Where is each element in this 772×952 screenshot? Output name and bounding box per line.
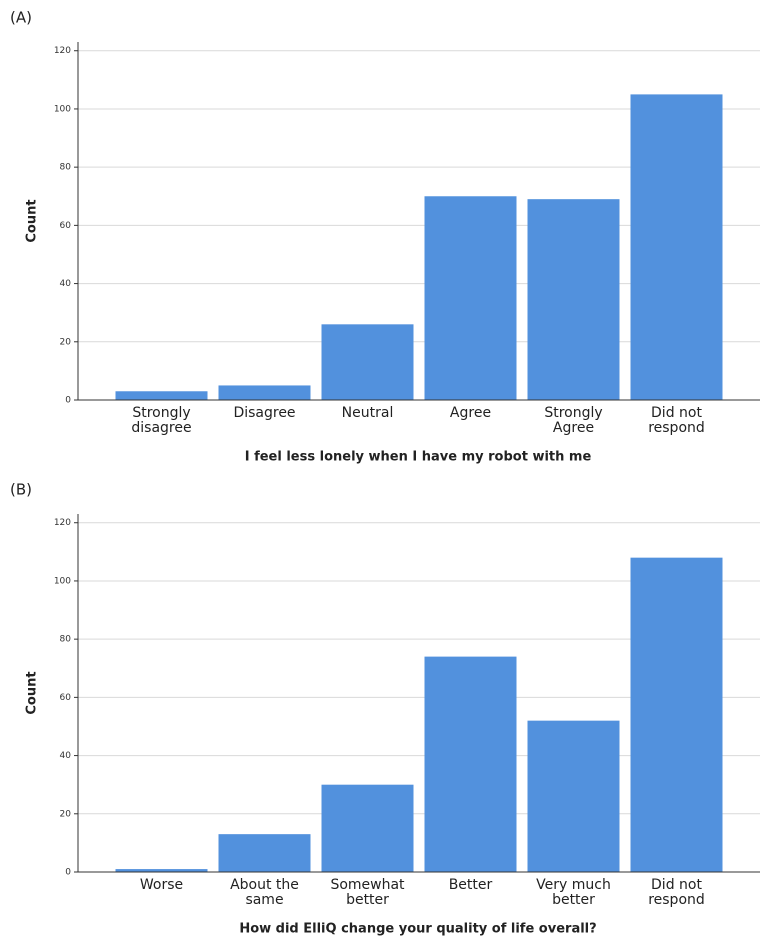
y-axis-title: Count (25, 671, 40, 714)
y-axis-title: Count (25, 199, 40, 242)
x-axis-title: I feel less lonely when I have my robot … (245, 450, 592, 465)
y-tick-label: 100 (54, 104, 71, 114)
y-tick-label: 120 (54, 518, 71, 528)
bar (321, 784, 414, 872)
x-tick-label: Disagree (233, 405, 295, 421)
x-tick-label: Strongly Agree (544, 405, 602, 436)
y-tick-label: 120 (54, 46, 71, 56)
x-tick-label: Somewhat better (330, 877, 405, 908)
y-tick-label: 20 (60, 809, 72, 819)
bar (218, 834, 311, 872)
bar (115, 869, 208, 872)
y-tick-label: 80 (60, 635, 72, 645)
panel-label: (A) (10, 9, 32, 27)
y-tick-label: 40 (60, 751, 72, 761)
y-tick-label: 60 (60, 221, 72, 231)
x-tick-label: Strongly disagree (131, 405, 191, 436)
y-tick-label: 40 (60, 279, 72, 289)
y-tick-label: 0 (65, 868, 71, 878)
bar (527, 720, 620, 872)
x-tick-label: Better (449, 877, 493, 893)
y-tick-label: 80 (60, 163, 72, 173)
x-tick-label: About the same (230, 877, 299, 908)
x-tick-label: Did not respond (648, 877, 705, 908)
bar (630, 94, 723, 400)
bar (424, 196, 517, 400)
bar (527, 199, 620, 400)
y-tick-label: 20 (60, 337, 72, 347)
y-tick-label: 60 (60, 693, 72, 703)
x-tick-label: Worse (140, 877, 183, 893)
y-tick-label: 0 (65, 396, 71, 406)
x-tick-label: Neutral (342, 405, 394, 421)
bar (115, 391, 208, 400)
bar (321, 324, 414, 400)
bar (218, 385, 311, 400)
x-axis-title: How did ElliQ change your quality of lif… (239, 922, 596, 937)
x-tick-label: Agree (450, 405, 491, 421)
panel-label: (B) (10, 481, 32, 499)
bar (424, 656, 517, 872)
bar (630, 557, 723, 872)
x-tick-label: Very much better (536, 877, 611, 908)
y-tick-label: 100 (54, 576, 71, 586)
x-tick-label: Did not respond (648, 405, 705, 436)
